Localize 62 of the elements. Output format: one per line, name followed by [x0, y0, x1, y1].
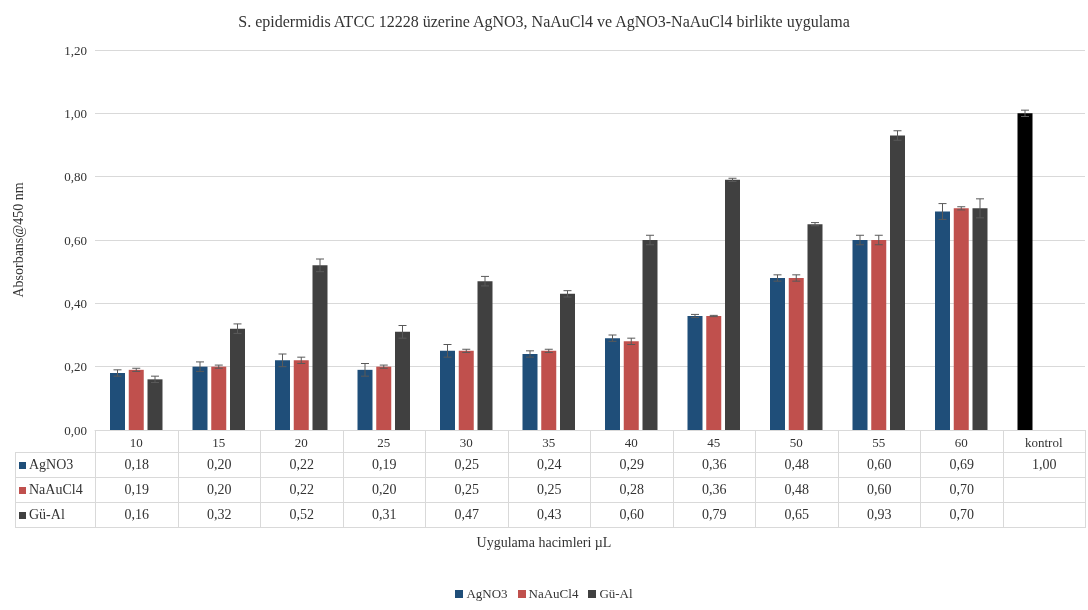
data-label: 0,36	[672, 452, 756, 478]
data-label: 0,48	[755, 477, 839, 503]
data-label: 0,43	[507, 502, 591, 528]
data-label: 0,19	[95, 477, 179, 503]
x-tick-label: kontrol	[1024, 435, 1063, 450]
data-label: 0,20	[177, 477, 261, 503]
data-label: 0,70	[920, 477, 1004, 503]
data-label: 0,19	[342, 452, 426, 478]
x-tick-label: 40	[624, 435, 638, 450]
x-tick-label: 45	[707, 435, 721, 450]
data-label: 1,00	[1002, 452, 1086, 478]
legend-label: NaAuCl4	[29, 482, 83, 498]
data-label: 0,24	[507, 452, 591, 478]
data-label: 0,65	[755, 502, 839, 528]
y-tick-label: 0,80	[64, 169, 87, 185]
y-tick-label: 0,60	[64, 232, 87, 248]
data-label: 0,69	[920, 452, 1004, 478]
y-axis-title: Absorbans@450 nm	[10, 182, 26, 298]
y-tick-label: 1,00	[64, 105, 87, 121]
x-tick-label: 35	[542, 435, 556, 450]
chart-title: S. epidermidis ATCC 12228 üzerine AgNO3, NaAuCl4 ve AgNO3-NaAuCl4 birlikte uygulama	[238, 12, 850, 31]
data-label: 0,28	[590, 477, 674, 503]
data-label: 0,18	[95, 452, 179, 478]
data-label: 0,20	[342, 477, 426, 503]
data-label: 0,36	[672, 477, 756, 503]
data-label: 0,60	[837, 452, 921, 478]
data-label: 0,79	[672, 502, 756, 528]
x-tick-label: 55	[872, 435, 886, 450]
data-label: 0,93	[837, 502, 921, 528]
x-tick-label: 30	[459, 435, 473, 450]
x-tick-label: 10	[129, 435, 143, 450]
x-tick-label: 15	[212, 435, 226, 450]
x-tick-label: 50	[789, 435, 803, 450]
data-label: 0,52	[260, 502, 344, 528]
y-tick-label: 1,20	[64, 42, 87, 58]
text: NaAuCl4	[528, 586, 579, 601]
data-label: 0,25	[425, 477, 509, 503]
data-label: 0,32	[177, 502, 261, 528]
text: Gü-Al	[599, 586, 633, 601]
data-label: 0,48	[755, 452, 839, 478]
x-tick-label: 60	[954, 435, 968, 450]
y-tick-label: 0,40	[64, 295, 87, 311]
data-label: 0,60	[590, 502, 674, 528]
y-tick-label: 0,20	[64, 359, 87, 375]
x-tick-label: 20	[294, 435, 308, 450]
data-label: 0,16	[95, 502, 179, 528]
y-tick-label: 0,00	[64, 422, 87, 438]
data-label: 0,22	[260, 477, 344, 503]
data-label: 0,70	[920, 502, 1004, 528]
legend-label: AgNO3	[29, 457, 74, 473]
data-label: 0,25	[425, 452, 509, 478]
data-label: 0,20	[177, 452, 261, 478]
text: Uygulama hacimleri µL	[476, 534, 612, 550]
text: AgNO3	[466, 586, 508, 601]
x-tick-label: 25	[377, 435, 391, 450]
data-label: 0,29	[590, 452, 674, 478]
data-label: 0,22	[260, 452, 344, 478]
data-label: 0,47	[425, 502, 509, 528]
data-label: 0,31	[342, 502, 426, 528]
legend-label: Gü-Al	[29, 507, 65, 523]
data-label: 0,60	[837, 477, 921, 503]
data-label: 0,25	[507, 477, 591, 503]
